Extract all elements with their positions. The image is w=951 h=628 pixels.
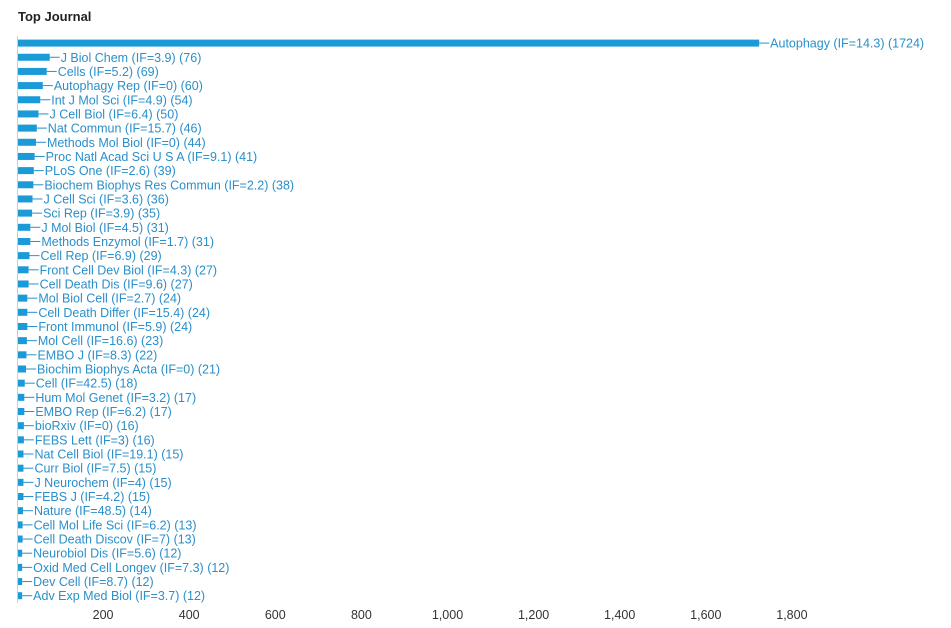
x-tick-label: 1,800	[776, 608, 807, 622]
bar-label: J Cell Biol (IF=6.4) (50)	[50, 107, 179, 121]
bar-label: EMBO J (IF=8.3) (22)	[37, 348, 157, 362]
bar-label: Int J Mol Sci (IF=4.9) (54)	[51, 93, 192, 107]
bar[interactable]	[17, 124, 37, 132]
bar[interactable]	[17, 592, 23, 600]
bar[interactable]	[17, 82, 43, 90]
bar[interactable]	[17, 195, 33, 203]
bar-label: Nat Cell Biol (IF=19.1) (15)	[34, 448, 183, 462]
bar-label: Biochim Biophys Acta (IF=0) (21)	[37, 362, 220, 376]
bar[interactable]	[17, 393, 25, 401]
bar[interactable]	[17, 167, 34, 175]
bar-label: Cells (IF=5.2) (69)	[58, 65, 159, 79]
bar[interactable]	[17, 237, 31, 245]
x-tick-label: 200	[93, 608, 114, 622]
bars-layer: Autophagy (IF=14.3) (1724) J Biol Chem (I…	[17, 37, 924, 603]
bar-label: Cell Death Differ (IF=15.4) (24)	[38, 306, 210, 320]
bar-label: Oxid Med Cell Longev (IF=7.3) (12)	[33, 561, 229, 575]
bar[interactable]	[17, 563, 23, 571]
bar[interactable]	[17, 379, 25, 387]
bar-label: Nature (IF=48.5) (14)	[34, 504, 152, 518]
bar[interactable]	[17, 549, 23, 557]
bar-label: PLoS One (IF=2.6) (39)	[45, 164, 176, 178]
bar-label: J Biol Chem (IF=3.9) (76)	[61, 51, 202, 65]
bar[interactable]	[17, 578, 23, 586]
bar[interactable]	[17, 507, 24, 515]
bar[interactable]	[17, 53, 50, 61]
bar-label: Mol Cell (IF=16.6) (23)	[38, 334, 163, 348]
bar[interactable]	[17, 39, 760, 47]
bar-label: bioRxiv (IF=0) (16)	[35, 419, 139, 433]
bar[interactable]	[17, 478, 24, 486]
bar[interactable]	[17, 521, 23, 529]
bar-label: Autophagy (IF=14.3) (1724)	[770, 37, 924, 51]
bar-label: Hum Mol Genet (IF=3.2) (17)	[35, 391, 196, 405]
bar-label: FEBS Lett (IF=3) (16)	[35, 433, 155, 447]
bar[interactable]	[17, 96, 41, 104]
bar[interactable]	[17, 365, 27, 373]
x-tick-label: 1,600	[690, 608, 721, 622]
bar-label: Biochem Biophys Res Commun (IF=2.2) (38)	[44, 178, 294, 192]
bar[interactable]	[17, 450, 24, 458]
bar-label: FEBS J (IF=4.2) (15)	[34, 490, 150, 504]
bar[interactable]	[17, 351, 27, 359]
bar[interactable]	[17, 223, 31, 231]
x-tick-label: 400	[179, 608, 200, 622]
bar-label: Adv Exp Med Biol (IF=3.7) (12)	[33, 589, 205, 603]
bar[interactable]	[17, 422, 24, 430]
x-tick-label: 1,000	[432, 608, 463, 622]
x-tick-label: 800	[351, 608, 372, 622]
bar[interactable]	[17, 294, 28, 302]
bar-label: Nat Commun (IF=15.7) (46)	[48, 122, 202, 136]
bar[interactable]	[17, 252, 30, 260]
bar-label: Neurobiol Dis (IF=5.6) (12)	[33, 547, 181, 561]
bar-label: Cell Death Discov (IF=7) (13)	[34, 533, 196, 547]
x-axis: 200 400 600 800 1,000 1,200 1,400 1,600 1,800	[17, 36, 808, 622]
bar-label: Cell Death Dis (IF=9.6) (27)	[40, 277, 193, 291]
bar[interactable]	[17, 535, 23, 543]
bar[interactable]	[17, 337, 27, 345]
bar-label: Dev Cell (IF=8.7) (12)	[33, 575, 154, 589]
bar-label: Cell (IF=42.5) (18)	[36, 377, 138, 391]
bar-label: Sci Rep (IF=3.9) (35)	[43, 207, 160, 221]
bar-label: Mol Biol Cell (IF=2.7) (24)	[38, 292, 181, 306]
bar[interactable]	[17, 408, 25, 416]
bar[interactable]	[17, 266, 29, 274]
bar-label: J Cell Sci (IF=3.6) (36)	[43, 192, 168, 206]
bar-label: J Neurochem (IF=4) (15)	[34, 476, 171, 490]
bar-label: Cell Mol Life Sci (IF=6.2) (13)	[34, 518, 197, 532]
bar[interactable]	[17, 322, 28, 330]
bar-label: Autophagy Rep (IF=0) (60)	[54, 79, 203, 93]
bar[interactable]	[17, 67, 47, 75]
bar[interactable]	[17, 308, 28, 316]
bar[interactable]	[17, 436, 24, 444]
bar[interactable]	[17, 138, 36, 146]
bar[interactable]	[17, 110, 39, 118]
bar-label: Cell Rep (IF=6.9) (29)	[40, 249, 161, 263]
bar-label: Proc Natl Acad Sci U S A (IF=9.1) (41)	[46, 150, 258, 164]
bar[interactable]	[17, 152, 35, 160]
x-tick-label: 1,400	[604, 608, 635, 622]
bar[interactable]	[17, 280, 29, 288]
bar[interactable]	[17, 493, 24, 501]
bar-label: Methods Mol Biol (IF=0) (44)	[47, 136, 206, 150]
bar-label: J Mol Biol (IF=4.5) (31)	[41, 221, 168, 235]
bar[interactable]	[17, 464, 24, 472]
bar-label: Curr Biol (IF=7.5) (15)	[34, 462, 156, 476]
bar[interactable]	[17, 181, 34, 189]
bar[interactable]	[17, 209, 33, 217]
bar-label: Methods Enzymol (IF=1.7) (31)	[41, 235, 214, 249]
bar-label: Front Immunol (IF=5.9) (24)	[38, 320, 192, 334]
x-tick-label: 1,200	[518, 608, 549, 622]
bar-label: EMBO Rep (IF=6.2) (17)	[35, 405, 172, 419]
x-tick-label: 600	[265, 608, 286, 622]
chart-title: Top Journal	[18, 9, 92, 24]
bar-label: Front Cell Dev Biol (IF=4.3) (27)	[40, 263, 217, 277]
